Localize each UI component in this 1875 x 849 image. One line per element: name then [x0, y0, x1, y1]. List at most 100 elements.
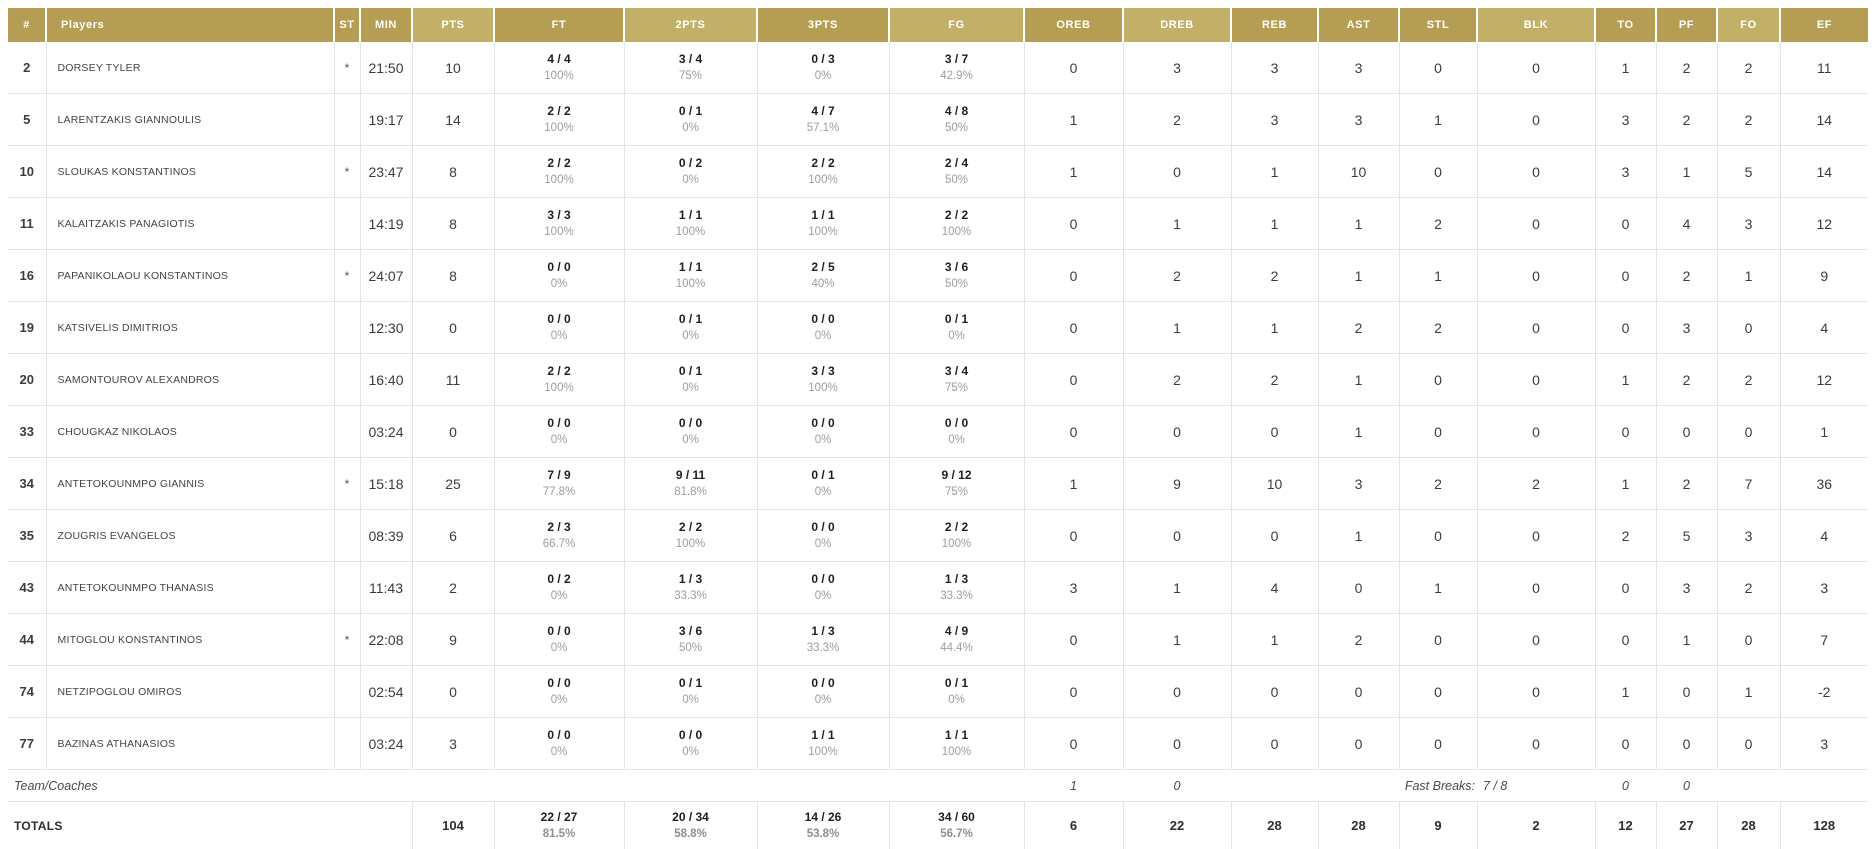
- stl-value: 0: [1399, 614, 1477, 666]
- ft-cell-made: 0 / 0: [495, 259, 624, 275]
- player-name: KATSIVELIS DIMITRIOS: [46, 302, 334, 354]
- points-value: 0: [412, 666, 494, 718]
- points-value: 8: [412, 146, 494, 198]
- p3-cell-made: 3 / 3: [758, 363, 889, 379]
- p3-cell-made: 2 / 2: [758, 155, 889, 171]
- totals-stl-value: 9: [1399, 802, 1477, 849]
- dreb-value: 2: [1123, 354, 1231, 406]
- team-pf-value: 0: [1656, 770, 1717, 802]
- p3-cell-pct: 0%: [758, 485, 889, 500]
- starter-mark: [334, 718, 360, 770]
- pf-value: 2: [1656, 94, 1717, 146]
- fo-value: 0: [1717, 718, 1780, 770]
- points-value: 14: [412, 94, 494, 146]
- fg-cell-made: 2 / 2: [890, 519, 1024, 535]
- stl-value: 0: [1399, 146, 1477, 198]
- p3-cell-pct: 100%: [758, 173, 889, 188]
- to-value: 0: [1595, 302, 1656, 354]
- dreb-value: 0: [1123, 406, 1231, 458]
- p3-cell-pct: 0%: [758, 537, 889, 552]
- fg-cell-pct: 44.4%: [890, 641, 1024, 656]
- ft-cell-made: 2 / 2: [495, 363, 624, 379]
- minutes-value: 12:30: [360, 302, 412, 354]
- blk-value: 0: [1477, 146, 1595, 198]
- column-header-oreb: OREB: [1024, 8, 1123, 42]
- ef-value: 7: [1780, 614, 1868, 666]
- blk-value: 0: [1477, 250, 1595, 302]
- player-number: 16: [8, 250, 46, 302]
- column-header-to: TO: [1595, 8, 1656, 42]
- player-number: 5: [8, 94, 46, 146]
- player-number: 10: [8, 146, 46, 198]
- pf-value: 2: [1656, 42, 1717, 94]
- fo-value: 2: [1717, 354, 1780, 406]
- p2-cell-made: 0 / 1: [625, 675, 757, 691]
- reb-value: 0: [1231, 666, 1318, 718]
- ft-cell: 0 / 0 0%: [494, 250, 624, 302]
- stl-value: 1: [1399, 562, 1477, 614]
- p3-cell-pct: 0%: [758, 693, 889, 708]
- minutes-value: 16:40: [360, 354, 412, 406]
- dreb-value: 3: [1123, 42, 1231, 94]
- to-value: 0: [1595, 718, 1656, 770]
- dreb-value: 1: [1123, 614, 1231, 666]
- oreb-value: 0: [1024, 510, 1123, 562]
- blk-value: 0: [1477, 42, 1595, 94]
- pf-value: 0: [1656, 666, 1717, 718]
- player-name: DORSEY TYLER: [46, 42, 334, 94]
- blk-value: 0: [1477, 198, 1595, 250]
- oreb-value: 0: [1024, 250, 1123, 302]
- fg-cell-pct: 100%: [890, 745, 1024, 760]
- player-name: BAZINAS ATHANASIOS: [46, 718, 334, 770]
- p2-cell-made: 1 / 1: [625, 207, 757, 223]
- oreb-value: 0: [1024, 666, 1123, 718]
- minutes-value: 08:39: [360, 510, 412, 562]
- starter-mark: *: [334, 250, 360, 302]
- column-header-fg: FG: [889, 8, 1024, 42]
- p2-cell-pct: 0%: [625, 329, 757, 344]
- ft-cell-pct: 0%: [495, 277, 624, 292]
- to-value: 3: [1595, 94, 1656, 146]
- ef-value: 9: [1780, 250, 1868, 302]
- totals-points: 104: [412, 802, 494, 849]
- fo-value: 3: [1717, 198, 1780, 250]
- fg-cell-pct: 0%: [890, 693, 1024, 708]
- ef-value: 3: [1780, 718, 1868, 770]
- ast-value: 1: [1318, 510, 1399, 562]
- p3-cell-pct: 57.1%: [758, 121, 889, 136]
- reb-value: 1: [1231, 614, 1318, 666]
- points-value: 8: [412, 198, 494, 250]
- ft-cell-pct: 100%: [495, 225, 624, 240]
- reb-value: 2: [1231, 250, 1318, 302]
- oreb-value: 1: [1024, 458, 1123, 510]
- p3-cell-pct: 0%: [758, 589, 889, 604]
- fg-cell-pct: 50%: [890, 121, 1024, 136]
- starter-mark: [334, 666, 360, 718]
- player-number: 2: [8, 42, 46, 94]
- team-ef-empty: [1780, 770, 1868, 802]
- starter-mark: [334, 198, 360, 250]
- ft-cell-made: 2 / 2: [495, 155, 624, 171]
- oreb-value: 0: [1024, 718, 1123, 770]
- fg-cell-made: 4 / 8: [890, 103, 1024, 119]
- pf-value: 0: [1656, 718, 1717, 770]
- p3-cell-made: 0 / 0: [758, 415, 889, 431]
